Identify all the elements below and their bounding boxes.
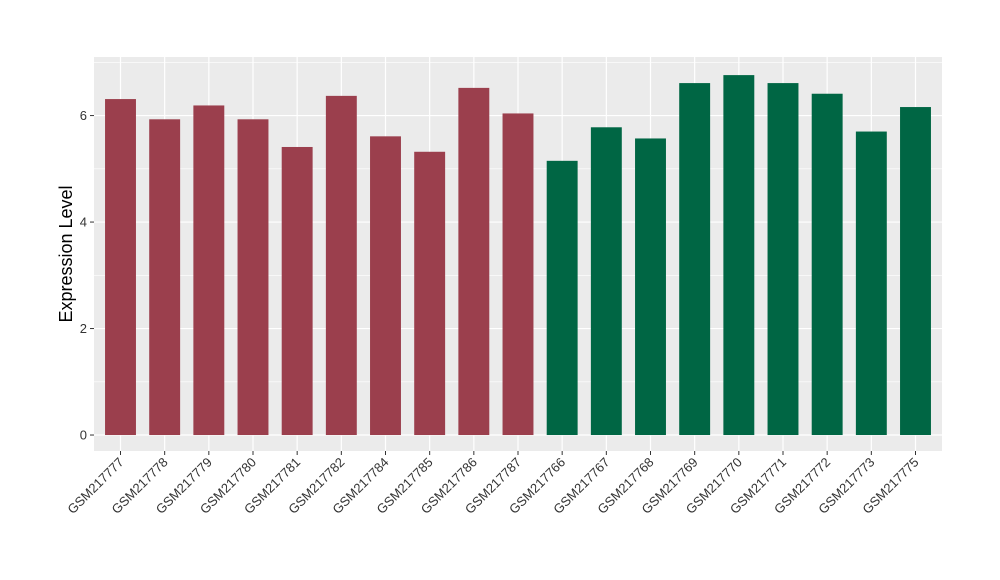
bar-GSM217779 xyxy=(193,105,225,436)
bar-GSM217778 xyxy=(149,119,181,436)
y-axis: 0 2 4 6 xyxy=(80,108,94,443)
bar-GSM217785 xyxy=(414,151,446,436)
y-tick-label: 4 xyxy=(80,215,87,230)
x-axis: GSM217777GSM217778GSM217779GSM217780GSM2… xyxy=(64,451,922,517)
bar-GSM217775 xyxy=(900,107,931,436)
y-tick-label: 6 xyxy=(80,108,87,123)
bar-GSM217784 xyxy=(370,136,401,436)
bar-GSM217780 xyxy=(237,119,269,436)
bar-GSM217787 xyxy=(502,113,534,436)
y-tick-label: 0 xyxy=(80,428,87,443)
bar-GSM217782 xyxy=(325,95,357,436)
bar-GSM217767 xyxy=(590,127,622,436)
bar-GSM217766 xyxy=(546,160,578,436)
bar-GSM217781 xyxy=(281,146,313,436)
bar-GSM217772 xyxy=(811,93,843,436)
bar-GSM217773 xyxy=(855,131,887,436)
y-tick-label: 2 xyxy=(80,321,87,336)
bar-GSM217768 xyxy=(635,138,666,436)
bar-GSM217777 xyxy=(105,99,136,436)
bar-GSM217770 xyxy=(723,75,755,436)
bar-GSM217769 xyxy=(679,83,711,436)
bar-GSM217786 xyxy=(458,87,490,436)
y-axis-title: Expression Level xyxy=(56,185,76,322)
bar-GSM217771 xyxy=(767,83,799,436)
bars xyxy=(105,75,931,436)
